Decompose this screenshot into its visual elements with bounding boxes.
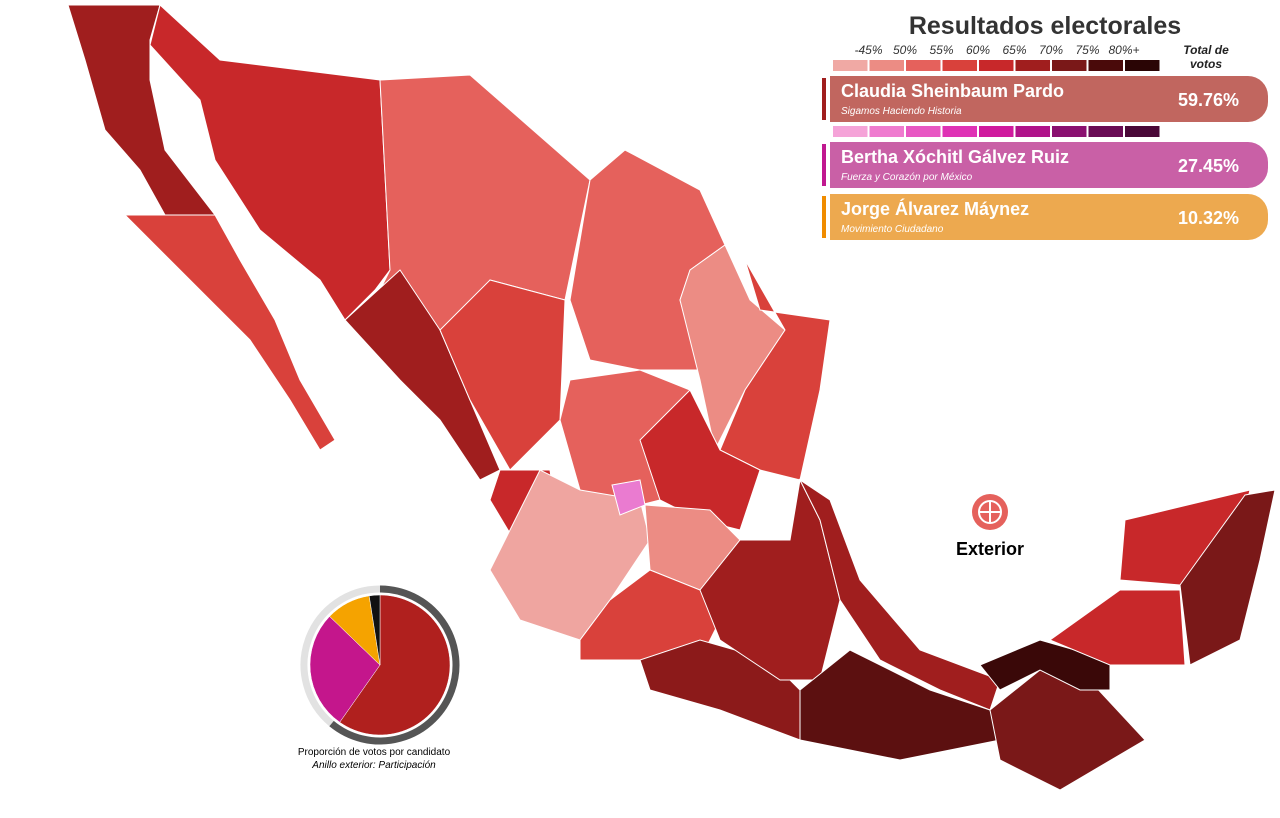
legend-swatch <box>1088 60 1123 71</box>
candidate-box <box>830 142 1268 188</box>
legend-swatch <box>942 60 977 71</box>
abroad-label: Exterior <box>956 539 1024 559</box>
legend-label: 65% <box>1002 43 1026 57</box>
pie-slice <box>309 616 381 723</box>
legend-swatch <box>1125 60 1160 71</box>
title: Resultados electorales <box>909 12 1181 40</box>
legend-label: 55% <box>929 43 953 57</box>
state <box>979 639 1111 691</box>
legend-label: 80%+ <box>1108 43 1139 57</box>
candidate-box <box>830 194 1268 240</box>
legend-swatch <box>979 126 1014 137</box>
legend-swatch <box>979 60 1014 71</box>
abroad-icon <box>972 494 1008 530</box>
legend-label: 70% <box>1039 43 1063 57</box>
ring-turnout <box>329 585 460 745</box>
candidate-box <box>830 76 1268 122</box>
legend-swatch <box>942 126 977 137</box>
state <box>149 4 391 321</box>
legend-swatch <box>906 60 941 71</box>
candidate-coalition: Movimiento Ciudadano <box>841 224 944 235</box>
legend-swatch <box>1052 126 1087 137</box>
candidate-accent <box>822 196 826 238</box>
state <box>1048 589 1186 666</box>
legend: -45% 50% 55% 60% 65% 70% 75% 80%+ Total de votos <box>833 43 1229 137</box>
candidate-result: 59.76% <box>1178 90 1239 110</box>
state <box>639 389 761 531</box>
candidate-coalition: Sigamos Haciendo Historia <box>841 106 962 117</box>
candidates: Claudia Sheinbaum Pardo Sigamos Haciendo … <box>822 76 1268 240</box>
legend-swatch <box>1015 60 1050 71</box>
candidate-result: 10.32% <box>1178 208 1239 228</box>
legend-header: Total de votos <box>1183 43 1229 71</box>
candidate-coalition: Fuerza y Corazón por México <box>841 172 973 183</box>
pie-slice <box>368 594 381 666</box>
candidate-name: Claudia Sheinbaum Pardo <box>841 81 1064 101</box>
legend-swatch <box>869 126 904 137</box>
candidate-result: 27.45% <box>1178 156 1239 176</box>
candidate-accent <box>822 144 826 186</box>
state <box>989 669 1146 791</box>
state <box>1179 489 1276 666</box>
legend-label: 75% <box>1075 43 1099 57</box>
legend-label: 50% <box>893 43 917 57</box>
legend-label: -45% <box>854 43 882 57</box>
legend-swatch <box>1015 126 1050 137</box>
legend-swatch <box>1052 60 1087 71</box>
pie-chart <box>300 585 460 745</box>
legend-swatch <box>869 60 904 71</box>
legend-swatch <box>833 60 868 71</box>
pie-slice <box>339 594 451 736</box>
legend-swatch <box>833 126 868 137</box>
legend-swatch <box>906 126 941 137</box>
candidate-name: Jorge Álvarez Máynez <box>841 198 1029 219</box>
candidate-accent <box>822 78 826 120</box>
ring-rest <box>300 585 381 727</box>
pie-caption: Proporción de votos por candidato <box>298 747 451 758</box>
state <box>123 214 336 451</box>
map <box>67 4 1276 791</box>
legend-label: 60% <box>966 43 990 57</box>
legend-swatch <box>1088 126 1123 137</box>
candidate-name: Bertha Xóchitl Gálvez Ruiz <box>841 147 1069 167</box>
legend-swatch <box>1125 126 1160 137</box>
pie-subcaption: Anillo exterior: Participación <box>311 760 436 771</box>
state <box>719 259 831 481</box>
